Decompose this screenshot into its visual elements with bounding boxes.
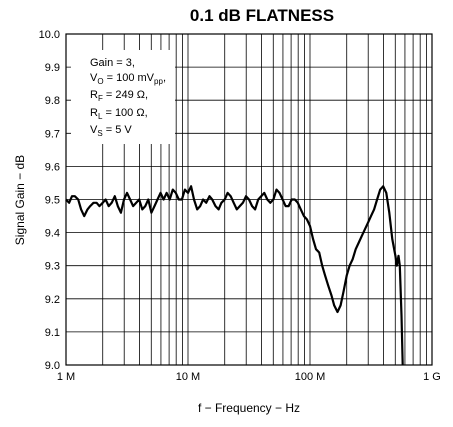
annotation-gain: Gain = 3,	[90, 57, 135, 69]
y-tick-label: 9.6	[45, 161, 60, 173]
x-axis-label: f − Frequency − Hz	[198, 401, 300, 415]
annotation-box: Gain = 3, VO = 100 mVpp, RF = 249 Ω, RL …	[71, 50, 175, 144]
y-tick-label: 9.8	[45, 95, 60, 107]
y-tick-label: 9.0	[45, 360, 60, 372]
series-line	[65, 185, 404, 366]
chart-title: 0.1 dB FLATNESS	[190, 6, 334, 25]
y-tick-label: 9.5	[45, 195, 60, 207]
y-tick-labels: 9.0 9.1 9.2 9.3 9.4 9.5 9.6 9.7 9.8 9.9 10.0	[39, 29, 60, 372]
y-tick-label: 9.3	[45, 261, 60, 273]
y-tick-label: 9.9	[45, 62, 60, 74]
x-tick-label: 100 M	[295, 371, 326, 383]
y-tick-label: 9.1	[45, 327, 60, 339]
y-tick-label: 9.2	[45, 294, 60, 306]
annotation-background	[71, 50, 175, 144]
y-tick-label: 10.0	[39, 29, 60, 41]
annotation-vs: VS = 5 V	[90, 124, 132, 138]
annotation-vo: VO = 100 mVpp,	[90, 72, 166, 86]
y-tick-label: 9.4	[45, 228, 60, 240]
annotation-rf: RF = 249 Ω,	[90, 89, 148, 103]
x-tick-labels: 1 M 10 M 100 M 1 G	[57, 371, 441, 383]
y-tick-label: 9.7	[45, 128, 60, 140]
y-axis-label: Signal Gain − dB	[13, 155, 27, 245]
x-tick-label: 1 G	[423, 371, 441, 383]
x-tick-label: 10 M	[176, 371, 200, 383]
x-tick-label: 1 M	[57, 371, 75, 383]
annotation-rl: RL = 100 Ω,	[90, 107, 148, 121]
